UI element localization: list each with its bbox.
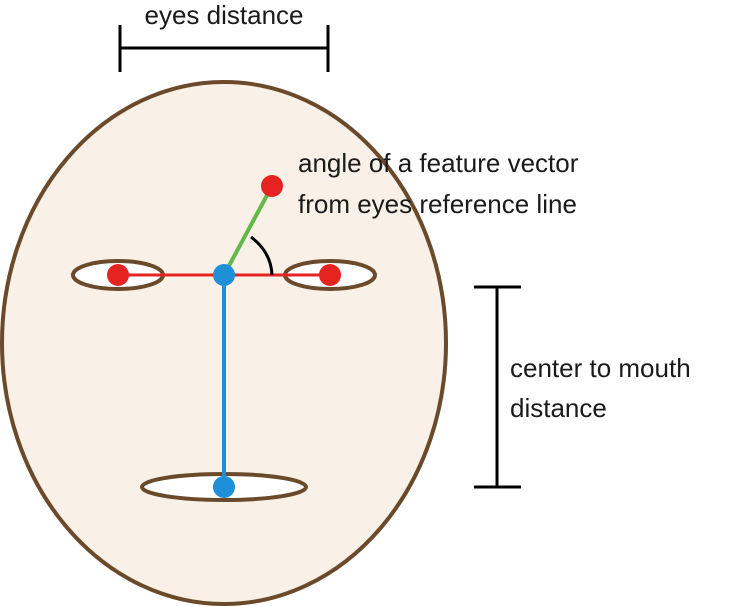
feature-point [261,175,283,197]
center-mouth-label-line-1: center to mouth [510,353,691,383]
angle-label-line-1: angle of a feature vector [298,148,579,178]
mouth-point [213,476,235,498]
center-mouth-bracket [474,285,521,489]
angle-arc [250,235,274,276]
center-mouth-label-line-2: distance [510,393,607,423]
angle-label-line-2: from eyes reference line [298,189,577,219]
feature-vector-line [222,185,274,276]
left-eye-point [107,264,129,286]
center-point [213,264,235,286]
right-eye-point [319,264,341,286]
eyes-distance-label: eyes distance [145,0,304,30]
eyes-distance-bracket [118,25,330,72]
